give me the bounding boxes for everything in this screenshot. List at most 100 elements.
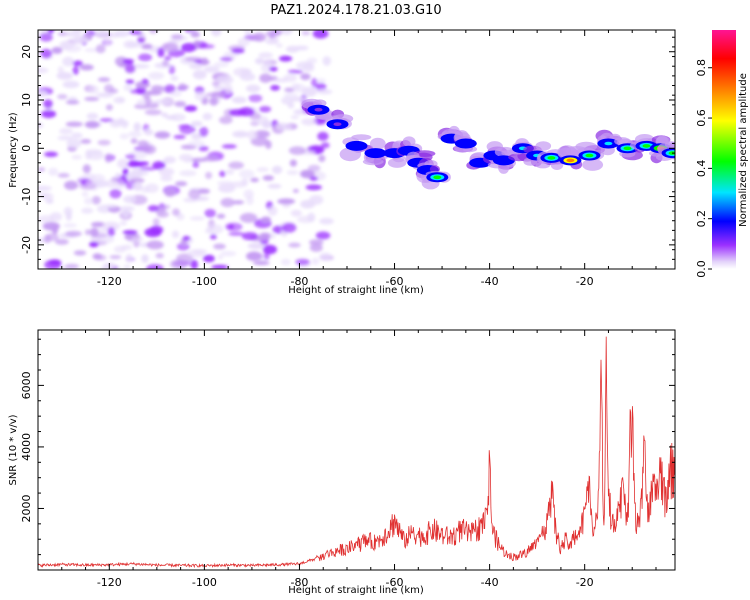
noise-blob (117, 158, 129, 169)
noise-blob (305, 184, 322, 191)
noise-blob (152, 218, 160, 226)
ridge-peak (476, 161, 485, 165)
noise-blob (47, 30, 55, 34)
noise-blob (104, 153, 113, 163)
noise-blob (72, 36, 89, 44)
ridge-peak (623, 146, 632, 151)
noise-blob (42, 221, 60, 231)
noise-blob (170, 90, 182, 97)
noise-blob (43, 99, 53, 109)
noise-blob (140, 186, 150, 193)
noise-blob (204, 228, 214, 234)
noise-blob (89, 241, 99, 248)
noise-blob (138, 145, 153, 153)
noise-blob (283, 93, 298, 98)
noise-blob (254, 57, 265, 65)
noise-blob (154, 131, 171, 139)
ridge-peak (585, 153, 594, 158)
noise-blob (121, 120, 129, 129)
y-tick-label: 4000 (20, 433, 33, 461)
noise-blob (109, 255, 122, 260)
noise-blob (228, 231, 245, 236)
noise-blob (145, 96, 152, 106)
ridge-peak (604, 141, 613, 146)
ridge-halo (582, 158, 604, 171)
noise-blob (109, 188, 122, 199)
noise-blob (272, 165, 283, 174)
noise-blob (144, 129, 154, 136)
noise-blob (212, 81, 220, 87)
noise-blob (250, 177, 259, 183)
noise-blob (139, 166, 156, 171)
noise-blob (65, 230, 82, 237)
noise-blob (287, 102, 295, 109)
noise-blob (309, 239, 324, 246)
colorbar-gradient (712, 30, 736, 269)
noise-blob (161, 42, 179, 52)
noise-blob (38, 67, 49, 74)
noise-blob (84, 120, 100, 129)
noise-blob (213, 85, 226, 90)
noise-blob (317, 89, 333, 95)
noise-blob (287, 69, 304, 74)
ridge-peak (642, 144, 651, 148)
noise-blob (152, 161, 166, 170)
noise-blob (221, 144, 237, 149)
noise-blob (311, 257, 320, 265)
noise-blob (56, 72, 73, 80)
noise-blob (88, 85, 100, 94)
noise-blob (90, 221, 106, 228)
noise-blob (280, 258, 291, 266)
noise-blob (73, 250, 87, 256)
noise-blob (320, 142, 330, 149)
noise-blob (204, 208, 216, 218)
noise-blob (96, 92, 114, 98)
noise-blob (84, 197, 94, 205)
colorbar-tick-label: 0.6 (695, 109, 708, 127)
noise-blob (57, 94, 68, 100)
x-tick-label: -40 (481, 275, 499, 288)
noise-blob (203, 155, 219, 162)
noise-blob (86, 112, 99, 120)
noise-blob (39, 33, 53, 42)
noise-blob (194, 91, 206, 101)
noise-blob (237, 37, 250, 47)
y-tick-label: -10 (20, 188, 33, 206)
noise-blob (239, 72, 256, 81)
noise-blob (149, 225, 164, 235)
noise-blob (288, 242, 301, 248)
noise-blob (57, 66, 64, 74)
noise-blob (178, 153, 193, 162)
noise-blob (269, 66, 278, 72)
noise-blob (268, 33, 276, 39)
noise-blob (171, 230, 180, 239)
noise-blob (281, 222, 297, 233)
noise-blob (97, 139, 111, 146)
noise-blob (55, 238, 69, 245)
spectrogram-heatmap (38, 30, 675, 269)
noise-blob (261, 216, 271, 223)
noise-blob (122, 58, 134, 65)
y-tick-label: 0 (20, 145, 33, 152)
noise-blob (213, 61, 229, 68)
ridge-peak (423, 168, 432, 172)
noise-blob (160, 175, 173, 182)
x-tick-label: -120 (97, 576, 122, 589)
ridge-peak (499, 158, 508, 163)
noise-blob (189, 216, 205, 221)
noise-blob (44, 151, 58, 158)
noise-blob (91, 232, 108, 238)
noise-blob (93, 30, 109, 36)
noise-blob (170, 34, 183, 40)
noise-blob (107, 227, 116, 237)
noise-blob (119, 206, 135, 212)
noise-blob (267, 205, 278, 216)
noise-blob (84, 48, 99, 53)
noise-blob (198, 188, 211, 194)
noise-blob (306, 57, 318, 64)
noise-blob (79, 64, 94, 71)
noise-blob (125, 154, 136, 160)
y-tick-label: 20 (20, 45, 33, 59)
noise-blob (276, 43, 283, 48)
x-tick-label: -40 (481, 576, 499, 589)
